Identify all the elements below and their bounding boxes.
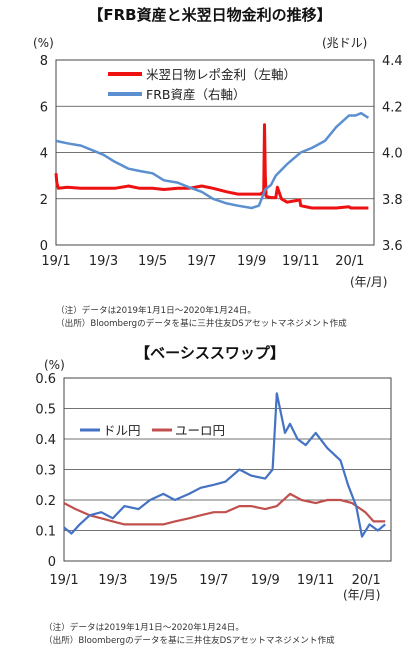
chart2-x-tick: 19/5 [149, 573, 178, 588]
chart2-x-tick: 19/3 [98, 573, 127, 588]
chart1-x-tick: 19/5 [138, 254, 167, 269]
chart2-legend: ドル円 ユーロ円 [80, 423, 225, 438]
chart2-y-tick: 0.6 [35, 372, 56, 387]
chart1-left-axis: 0 2 4 6 8 [40, 54, 48, 254]
chart2-x-tick: 19/11 [297, 573, 334, 588]
chart1-source: （出所）Bloombergのデータを基に三井住友DSアセットマネジメント作成 [56, 317, 347, 329]
chart1-right-tick: 4.2 [382, 100, 403, 115]
chart1-series-frb-assets-line [55, 111, 370, 210]
chart2-x-axis: 19/1 19/3 19/5 19/7 19/9 19/11 20/1 [49, 573, 380, 588]
chart1-x-axis: 19/1 19/3 19/5 19/7 19/9 19/11 20/1 [41, 254, 364, 269]
chart1-title: 【FRB資産と米翌日物金利の推移】 [88, 6, 331, 24]
chart2-x-tick: 19/9 [251, 573, 280, 588]
chart1-right-axis: 3.6 3.8 4.0 4.2 4.4 [382, 54, 403, 254]
chart2-x-tick: 19/1 [49, 573, 78, 588]
chart1-left-tick: 0 [40, 239, 48, 254]
chart1-x-tick: 19/3 [89, 254, 118, 269]
chart2-y-axis: 0 0.1 0.2 0.3 0.4 0.5 0.6 [35, 372, 56, 570]
chart1-legend-label-frb: FRB資産（右軸） [146, 87, 245, 102]
chart1-series-repo-rate-line [54, 123, 369, 210]
chart1-right-unit: (兆ドル) [322, 36, 367, 50]
chart1-left-tick: 4 [40, 147, 48, 162]
chart2-note: （注）データは2019年1月1日～2020年1月24日。 [44, 621, 244, 633]
chart2-x-tick: 19/7 [199, 573, 228, 588]
chart1-note: （注）データは2019年1月1日～2020年1月24日。 [56, 304, 256, 316]
chart1-x-tick: 20/1 [335, 254, 364, 269]
chart2-gridlines [64, 408, 391, 531]
chart2-y-tick: 0.3 [35, 464, 56, 479]
chart1-left-tick: 2 [40, 193, 48, 208]
chart2-x-tick: 20/1 [352, 573, 381, 588]
chart1-right-tick: 4.4 [382, 54, 403, 69]
chart2-y-tick: 0.5 [35, 403, 56, 418]
chart1-left-tick: 6 [40, 100, 48, 115]
chart2-x-unit: (年/月) [343, 588, 380, 602]
chart1-x-tick: 19/1 [41, 254, 70, 269]
chart2-series-euro-yen-line [63, 492, 386, 526]
chart2-legend-label-dollar-yen: ドル円 [103, 423, 141, 438]
chart1-right-tick: 4.0 [382, 147, 403, 162]
chart2-y-tick: 0.2 [35, 494, 56, 509]
chart2-y-tick: 0 [48, 555, 56, 570]
chart1-right-tick: 3.6 [382, 239, 403, 254]
chart2-legend-label-euro-yen: ユーロ円 [175, 423, 225, 438]
chart1-left-unit: (%) [33, 36, 54, 50]
chart2-title: 【ベーシススワップ】 [135, 344, 285, 362]
chart1-legend-label-repo: 米翌日物レポ金利（左軸） [146, 67, 296, 82]
chart1-x-tick: 19/9 [237, 254, 266, 269]
chart1-x-unit: (年/月) [350, 275, 387, 289]
chart2-source: （出所）Bloombergのデータを基に三井住友DSアセットマネジメント作成 [44, 634, 335, 646]
chart2-series-dollar-yen-line [63, 392, 386, 538]
chart1-x-tick: 19/7 [187, 254, 216, 269]
chart2-y-tick: 0.4 [35, 433, 56, 448]
chart1-legend: 米翌日物レポ金利（左軸） FRB資産（右軸） [108, 67, 296, 102]
chart1-gridlines [56, 105, 374, 200]
chart1-left-tick: 8 [40, 54, 48, 69]
chart2-y-tick: 0.1 [35, 525, 56, 540]
chart2-y-unit: (%) [44, 358, 65, 372]
chart1-x-tick: 19/11 [282, 254, 319, 269]
chart1-right-tick: 3.8 [382, 193, 403, 208]
